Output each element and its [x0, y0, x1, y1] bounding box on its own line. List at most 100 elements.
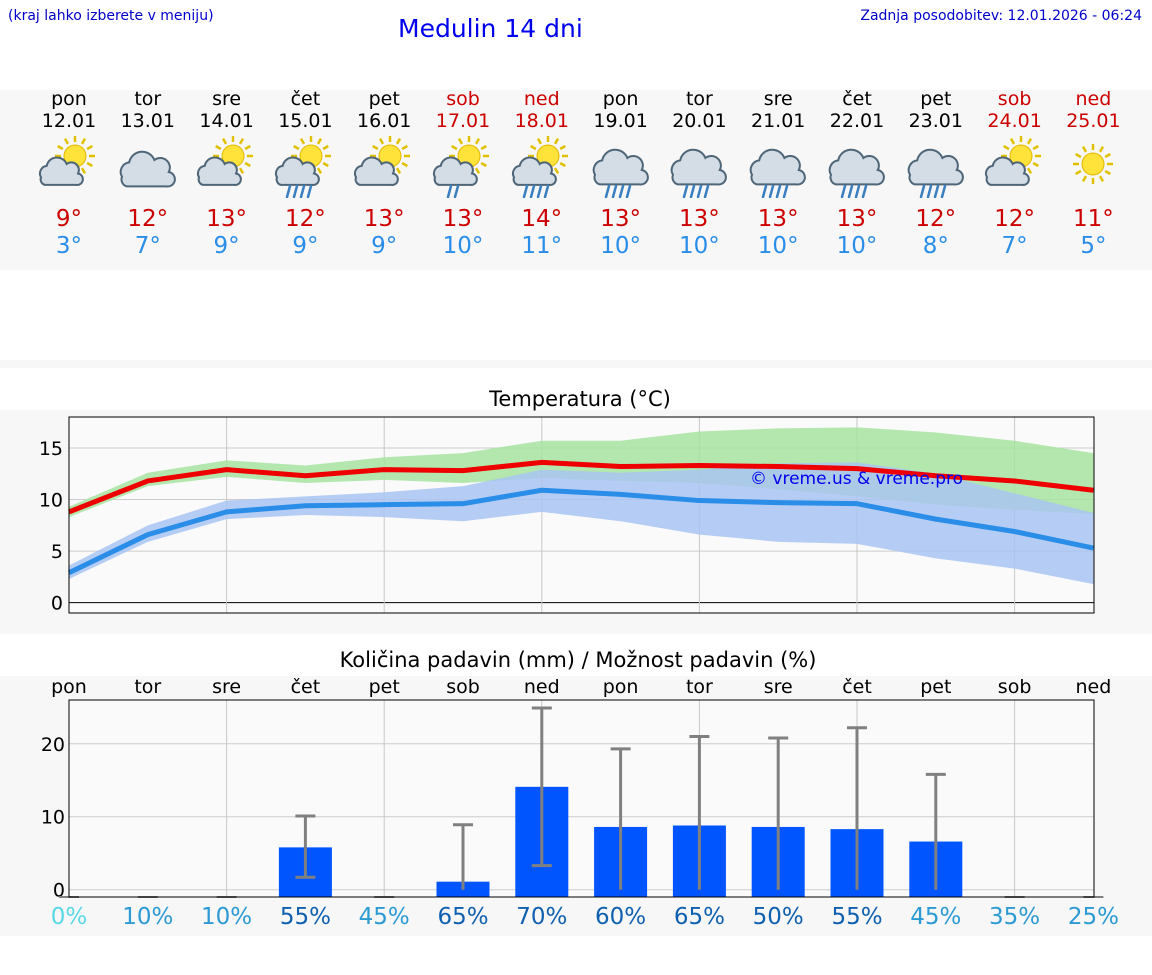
- day-name: sre: [763, 88, 793, 110]
- precip-day-label: tor: [685, 676, 713, 698]
- max-temperature: 12°: [915, 206, 957, 232]
- day-column: čet 22.01 13° 10°: [817, 88, 897, 260]
- max-temperature: 13°: [442, 206, 484, 232]
- sun-cloud-icon: [354, 136, 411, 186]
- day-date: 13.01: [120, 110, 175, 132]
- y-tick-label: 20: [41, 734, 65, 756]
- y-tick-label: 10: [41, 807, 65, 829]
- max-temperature: 13°: [836, 206, 878, 232]
- page-title: Medulin 14 dni: [398, 14, 583, 43]
- precip-day-label: tor: [134, 676, 162, 698]
- day-column: ned 18.01 14° 11°: [502, 88, 582, 260]
- precip-probability: 55%: [831, 904, 883, 930]
- day-column: pon 19.01 13° 10°: [581, 88, 661, 260]
- day-date: 21.01: [750, 110, 806, 132]
- day-column: sob 24.01 12° 7°: [975, 88, 1055, 260]
- precip-probability: 70%: [516, 904, 568, 930]
- day-column: sre 21.01 13° 10°: [738, 88, 818, 260]
- day-column: pon 12.01 9° 3°: [29, 88, 109, 260]
- plot-frame: [68, 699, 1095, 898]
- day-date: 23.01: [908, 110, 963, 132]
- day-date: 19.01: [593, 110, 648, 132]
- precip-day-label: čet: [290, 676, 321, 698]
- day-name: tor: [134, 88, 162, 110]
- sun-cloud-icon: [196, 136, 253, 186]
- day-name: sre: [212, 88, 242, 110]
- precip-day-label: ned: [1075, 676, 1112, 698]
- sun-cloud-light-rain-icon: [432, 136, 489, 198]
- sun-cloud-icon: [984, 136, 1041, 186]
- precip-probability: 35%: [989, 904, 1041, 930]
- cloud-rain-icon: [907, 148, 964, 198]
- day-column: ned 25.01 11° 5°: [1053, 88, 1133, 260]
- precip-probability: 10%: [201, 904, 253, 930]
- cloud-rain-icon: [671, 148, 728, 198]
- day-column: pet 23.01 12° 8°: [896, 88, 976, 260]
- min-temperature: 9°: [371, 233, 398, 259]
- day-name: tor: [685, 88, 713, 110]
- max-temperature: 9°: [55, 206, 83, 232]
- precip-day-label: pon: [51, 676, 87, 698]
- cloud-rain-icon: [592, 148, 649, 198]
- day-date: 15.01: [278, 110, 333, 132]
- plot-frame: [68, 416, 1095, 614]
- day-date: 16.01: [356, 110, 412, 132]
- precip-day-label: pet: [368, 676, 400, 698]
- max-temperature: 14°: [521, 206, 563, 232]
- min-temperature: 10°: [600, 233, 641, 259]
- day-name: čet: [290, 88, 321, 110]
- last-updated: Zadnja posodobitev: 12.01.2026 - 06:24: [860, 8, 1142, 24]
- day-date: 14.01: [199, 110, 254, 132]
- precip-probability: 0%: [50, 904, 88, 930]
- min-temperature: 9°: [213, 233, 240, 259]
- day-name: ned: [523, 88, 560, 110]
- precip-probability: 50%: [752, 904, 804, 930]
- watermark: © vreme.us & vreme.pro: [750, 469, 963, 489]
- min-temperature: 7°: [1001, 233, 1028, 259]
- y-tick-label: 0: [51, 593, 63, 615]
- max-temperature: 13°: [363, 206, 405, 232]
- max-temperature: 11°: [1073, 206, 1114, 232]
- precipitation-chart-title: Količina padavin (mm) / Možnost padavin …: [339, 648, 817, 672]
- min-temperature: 3°: [55, 233, 83, 259]
- day-name: čet: [842, 88, 872, 110]
- max-temperature: 13°: [206, 206, 247, 232]
- temperature-chart-title: Temperatura (°C): [489, 387, 671, 411]
- sun-cloud-rain-icon: [275, 136, 332, 198]
- precip-probability: 45%: [910, 904, 962, 930]
- max-temperature: 12°: [994, 206, 1035, 232]
- sun-cloud-rain-icon: [511, 136, 568, 198]
- day-date: 24.01: [987, 110, 1042, 132]
- max-temperature: 12°: [127, 206, 169, 232]
- cloud-rain-icon: [828, 148, 885, 198]
- precip-day-label: pet: [920, 676, 952, 698]
- temperature-chart: 0 5 10 15 © vreme.us & vreme.pro: [39, 416, 1095, 615]
- min-temperature: 5°: [1080, 233, 1107, 259]
- cloud-rain-icon: [749, 148, 807, 198]
- day-date: 17.01: [435, 110, 491, 132]
- y-tick-label: 5: [51, 541, 63, 563]
- day-name: pet: [368, 88, 400, 110]
- day-date: 22.01: [829, 110, 885, 132]
- precip-probability: 25%: [1067, 904, 1119, 930]
- precip-probability: 60%: [595, 904, 647, 930]
- precip-probability: 45%: [358, 904, 410, 930]
- min-temperature: 9°: [292, 233, 319, 259]
- sun-icon: [1073, 144, 1114, 184]
- min-temperature: 10°: [757, 233, 799, 259]
- y-tick-label: 15: [39, 438, 63, 460]
- day-name: pon: [51, 88, 87, 110]
- sun-cloud-icon: [38, 136, 95, 186]
- day-name: sob: [997, 88, 1032, 110]
- min-temperature: 10°: [442, 233, 484, 259]
- day-column: čet 15.01 12° 9°: [265, 88, 345, 260]
- precipitation-chart: 0 10 20: [41, 699, 1104, 902]
- precip-day-label: čet: [842, 676, 872, 698]
- min-temperature: 10°: [679, 233, 720, 259]
- min-temperature: 8°: [922, 233, 949, 259]
- day-date: 25.01: [1066, 110, 1121, 132]
- day-name: pet: [920, 88, 952, 110]
- precip-day-label: pon: [602, 676, 639, 698]
- precip-probability: 10%: [122, 904, 174, 930]
- location-hint: (kraj lahko izberete v meniju): [8, 8, 214, 24]
